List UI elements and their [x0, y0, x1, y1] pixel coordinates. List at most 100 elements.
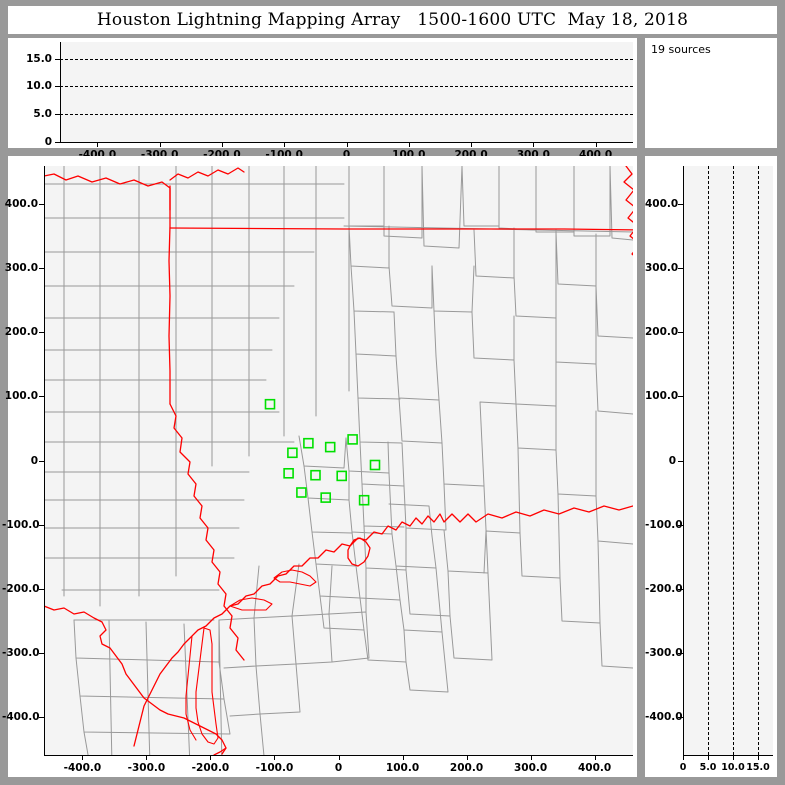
county-houston-7 — [388, 503, 433, 537]
y-tick-0 — [55, 142, 60, 143]
y-tick-8 — [678, 204, 683, 206]
y-tick-1 — [39, 652, 44, 654]
lma-station-marker[interactable] — [369, 459, 381, 471]
y-tick-label-7: 300.0 — [645, 262, 679, 275]
source-count-label: 19 sources — [651, 43, 711, 56]
altitude-vs-east-panel: 0 5.0 10.0 15.0 -400.0 -300.0 -200.0 -100.0 0 100… — [8, 38, 637, 161]
county-east-19 — [433, 310, 437, 357]
county-south-1 — [75, 657, 225, 700]
x-tick-label-4: 0 — [334, 762, 343, 774]
altitude-vs-north-plot-area[interactable] — [683, 166, 773, 755]
y-tick-label-2: -200.0 — [2, 582, 40, 595]
lma-station-marker[interactable] — [320, 492, 332, 503]
county-east-15 — [595, 285, 633, 339]
county-houston-9 — [399, 567, 443, 633]
x-tick-label-3: -100.0 — [255, 762, 294, 774]
county-east-32 — [359, 441, 405, 487]
x-tick-label-0: 0 — [679, 762, 687, 773]
lma-station-marker[interactable] — [324, 441, 336, 453]
county-south-8 — [218, 617, 257, 669]
lma-station-markers — [264, 398, 381, 506]
county-houston-8 — [355, 565, 401, 601]
y-tick-0 — [39, 716, 44, 718]
x-tick-3 — [274, 755, 276, 760]
x-tick-6 — [471, 142, 473, 147]
x-tick-1 — [159, 142, 161, 147]
lma-station-marker[interactable] — [358, 494, 370, 506]
county-east-21 — [513, 359, 557, 407]
x-tick-1 — [146, 755, 148, 760]
county-south-7 — [218, 619, 223, 755]
lma-station-marker[interactable] — [287, 447, 298, 459]
source-count-panel: 19 sources — [645, 38, 777, 148]
state-borders — [44, 166, 633, 755]
y-tick-label-1: -300.0 — [645, 646, 683, 659]
county-east-22 — [555, 285, 597, 365]
altitude-vs-east-plot-area[interactable] — [60, 42, 633, 142]
x-tick-4 — [346, 142, 348, 147]
county-houston-12 — [363, 629, 407, 663]
rio-grande-border — [44, 605, 227, 755]
county-houston-11 — [319, 595, 365, 631]
y-tick-3 — [39, 524, 44, 526]
state-border-ar-south — [169, 227, 633, 231]
y-tick-2 — [55, 86, 60, 88]
county-south-13 — [291, 613, 333, 665]
county-east-38 — [599, 622, 633, 669]
county-east-12 — [473, 227, 515, 279]
gridline-horizontal-0 — [60, 114, 633, 116]
altitude-vs-north-panel: -400.0 -300.0 -200.0 -100.0 0 100.0 200.0 300.0… — [645, 156, 777, 777]
county-east-37 — [559, 540, 601, 624]
lma-station-marker[interactable] — [303, 437, 314, 449]
lma-station-marker[interactable] — [347, 434, 358, 445]
county-south-10 — [259, 713, 265, 755]
lma-station-marker[interactable] — [310, 469, 321, 481]
x-tick-1 — [708, 755, 709, 760]
county-east-34 — [443, 485, 489, 574]
county-east-31 — [357, 397, 403, 444]
county-east-35 — [483, 447, 521, 574]
page-title: Houston Lightning Mapping Array 1500-160… — [96, 10, 689, 30]
lma-station-marker[interactable] — [264, 398, 276, 410]
y-tick-1 — [55, 114, 60, 116]
y-tick-1 — [678, 652, 683, 654]
county-east-20 — [471, 311, 515, 361]
laguna-madre — [185, 635, 197, 741]
y-tick-label-2: -200.0 — [645, 582, 683, 595]
title-bar: Houston Lightning Mapping Array 1500-160… — [8, 6, 777, 34]
y-tick-3 — [678, 524, 683, 526]
county-south-4 — [108, 619, 113, 755]
y-tick-7 — [39, 268, 44, 270]
map-plot-area[interactable] — [44, 166, 633, 755]
lma-station-marker[interactable] — [336, 470, 348, 482]
county-borders — [44, 166, 633, 755]
y-tick-label-3: 15.0 — [26, 52, 52, 65]
y-tick-label-0: -400.0 — [645, 710, 683, 723]
county-south-14 — [328, 611, 370, 663]
x-tick-label-3: 15.0 — [746, 762, 770, 773]
county-east-23 — [595, 363, 633, 415]
lma-station-marker[interactable] — [283, 467, 294, 479]
county-south-2 — [79, 695, 231, 735]
y-tick-4 — [39, 460, 44, 462]
county-south-9 — [229, 665, 261, 717]
y-tick-label-5: 100.0 — [4, 390, 38, 403]
y-tick-7 — [678, 268, 683, 270]
y-tick-label-1: 5.0 — [33, 108, 52, 121]
x-tick-8 — [595, 142, 597, 147]
lma-station-marker[interactable] — [296, 487, 307, 498]
y-tick-label-0: 0 — [44, 136, 52, 148]
county-east-4 — [498, 166, 537, 231]
y-tick-2 — [678, 588, 683, 590]
map-geography — [44, 166, 633, 755]
x-tick-4 — [338, 755, 340, 760]
galveston-bay — [347, 537, 371, 567]
county-houston-6 — [391, 533, 437, 569]
x-tick-2 — [733, 755, 734, 760]
county-east-6 — [573, 166, 611, 237]
coastline-gulf — [133, 505, 633, 747]
y-tick-0 — [678, 716, 683, 718]
y-tick-label-4: 0 — [30, 454, 38, 467]
x-tick-3 — [284, 142, 286, 147]
